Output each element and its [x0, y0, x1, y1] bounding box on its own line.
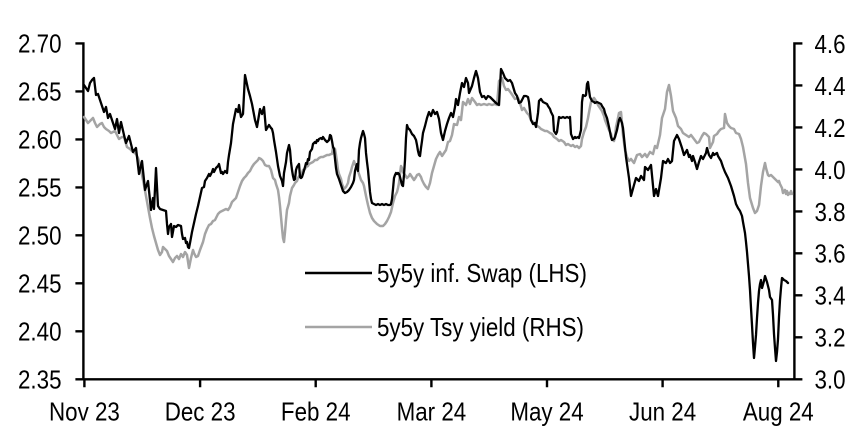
- svg-text:2.50: 2.50: [18, 222, 61, 251]
- svg-text:5y5y inf. Swap (LHS): 5y5y inf. Swap (LHS): [377, 260, 587, 289]
- svg-text:4.4: 4.4: [815, 72, 846, 101]
- svg-text:2.35: 2.35: [18, 366, 61, 395]
- svg-text:2.70: 2.70: [18, 30, 61, 59]
- svg-text:3.6: 3.6: [815, 240, 846, 269]
- svg-text:Aug 24: Aug 24: [743, 398, 814, 427]
- svg-text:Jun 24: Jun 24: [629, 398, 696, 427]
- svg-text:Feb 24: Feb 24: [281, 398, 351, 427]
- svg-text:Mar 24: Mar 24: [397, 398, 467, 427]
- svg-text:Nov 23: Nov 23: [49, 398, 120, 427]
- svg-text:2.55: 2.55: [18, 174, 61, 203]
- svg-text:2.40: 2.40: [18, 318, 61, 347]
- svg-text:3.2: 3.2: [815, 324, 846, 353]
- svg-text:2.45: 2.45: [18, 270, 61, 299]
- svg-text:3.0: 3.0: [815, 366, 846, 395]
- svg-text:4.6: 4.6: [815, 30, 846, 59]
- svg-text:5y5y Tsy yield (RHS): 5y5y Tsy yield (RHS): [377, 314, 584, 343]
- svg-text:3.8: 3.8: [815, 198, 846, 227]
- svg-text:4.0: 4.0: [815, 156, 846, 185]
- svg-text:2.65: 2.65: [18, 78, 61, 107]
- svg-text:May 24: May 24: [510, 398, 583, 427]
- svg-text:4.2: 4.2: [815, 114, 846, 143]
- svg-text:3.4: 3.4: [815, 282, 846, 311]
- svg-text:2.60: 2.60: [18, 126, 61, 155]
- svg-text:Dec 23: Dec 23: [165, 398, 236, 427]
